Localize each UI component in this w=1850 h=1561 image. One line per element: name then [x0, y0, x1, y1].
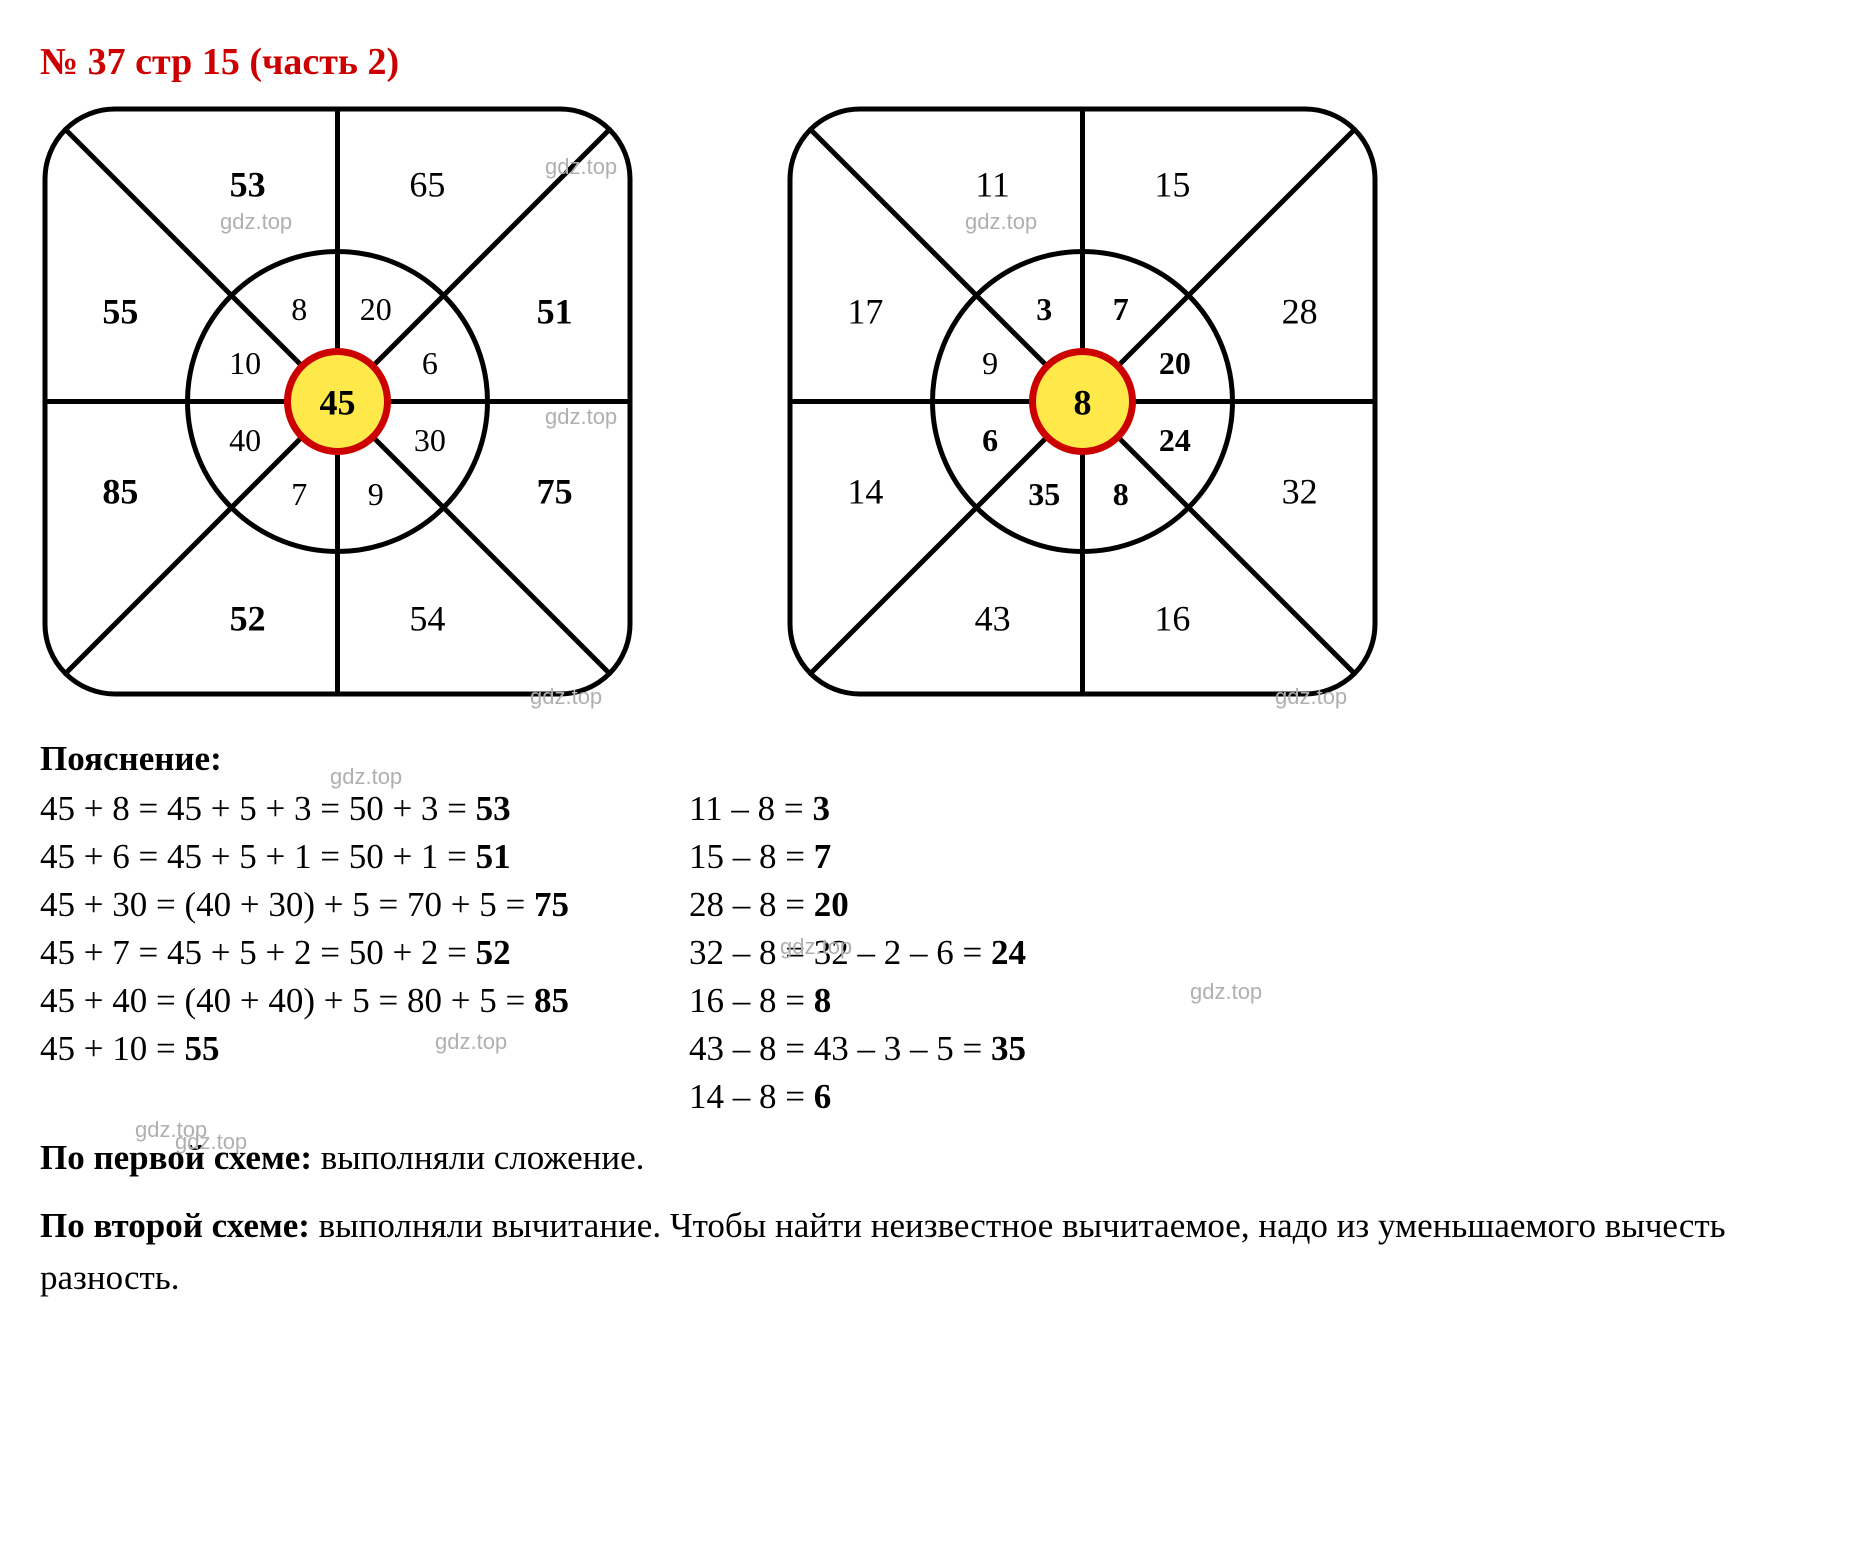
- calculations: 45 + 8 = 45 + 5 + 3 = 50 + 3 = 53 45 + 6 …: [40, 789, 1810, 1117]
- calc-line: 45 + 30 = (40 + 30) + 5 = 70 + 5 = 75: [40, 885, 569, 925]
- svg-text:24: 24: [1159, 422, 1191, 458]
- svg-text:32: 32: [1282, 471, 1318, 511]
- diagram-2-wrapper: 8311715202824328163543614917 gdz.top gdz…: [785, 104, 1380, 704]
- calc-line: 45 + 8 = 45 + 5 + 3 = 50 + 3 = 53: [40, 789, 569, 829]
- diagrams-row: 45 8 53 20 65 6 51 30 75 9 54 7 52 40 85 10 55 gdz.top g…: [40, 104, 1810, 704]
- calc-line: 11 – 8 = 3: [689, 789, 1026, 829]
- svg-text:85: 85: [102, 471, 138, 511]
- svg-text:43: 43: [975, 599, 1011, 639]
- watermark-icon: gdz.top: [530, 684, 602, 710]
- watermark-icon: gdz.top: [220, 209, 292, 235]
- calc-line: 43 – 8 = 43 – 3 – 5 = 35: [689, 1029, 1026, 1069]
- watermark-icon: gdz.top: [545, 404, 617, 430]
- diagram-2: 8 3 11 7 15 20 28 24 32 8 16 35 43 6 14 9 17: [785, 104, 1380, 699]
- watermark-icon: gdz.top: [780, 934, 852, 960]
- diagram-1: 45 8 53 20 65 6 51 30 75 9 54 7 52 40 85 10 55: [40, 104, 635, 699]
- calc-line: 14 – 8 = 6: [689, 1077, 1026, 1117]
- svg-text:45: 45: [320, 383, 356, 423]
- calc-line: 16 – 8 = 8: [689, 981, 1026, 1021]
- svg-text:20: 20: [1159, 345, 1191, 381]
- svg-text:30: 30: [414, 422, 446, 458]
- svg-text:15: 15: [1154, 164, 1190, 204]
- svg-text:17: 17: [847, 292, 883, 332]
- svg-text:40: 40: [229, 422, 261, 458]
- watermark-icon: gdz.top: [545, 154, 617, 180]
- watermark-icon: gdz.top: [435, 1029, 507, 1055]
- svg-text:7: 7: [1113, 291, 1129, 327]
- svg-text:54: 54: [409, 599, 445, 639]
- calc-line: 32 – 8 = 32 – 2 – 6 = 24: [689, 933, 1026, 973]
- svg-text:55: 55: [102, 292, 138, 332]
- page-title: № 37 стр 15 (часть 2): [40, 40, 1810, 84]
- watermark-icon: gdz.top: [1275, 684, 1347, 710]
- svg-text:9: 9: [982, 345, 998, 381]
- explanation-label: Пояснение:: [40, 739, 1810, 779]
- calc-column-left: 45 + 8 = 45 + 5 + 3 = 50 + 3 = 53 45 + 6 …: [40, 789, 569, 1117]
- scheme-summary: gdz.top По первой схеме: выполняли сложе…: [40, 1132, 1810, 1305]
- svg-text:8: 8: [1074, 383, 1092, 423]
- svg-text:10: 10: [229, 345, 261, 381]
- svg-text:8: 8: [291, 291, 307, 327]
- calc-line: 15 – 8 = 7: [689, 837, 1026, 877]
- svg-text:75: 75: [537, 471, 573, 511]
- svg-text:20: 20: [360, 291, 392, 327]
- calc-column-right: 11 – 8 = 3 15 – 8 = 7 28 – 8 = 20 32 – 8 = …: [689, 789, 1026, 1117]
- svg-text:9: 9: [368, 476, 384, 512]
- svg-text:65: 65: [409, 164, 445, 204]
- svg-text:6: 6: [422, 345, 438, 381]
- svg-text:52: 52: [230, 599, 266, 639]
- svg-text:8: 8: [1113, 476, 1129, 512]
- svg-text:35: 35: [1028, 476, 1060, 512]
- calc-line: 45 + 40 = (40 + 40) + 5 = 80 + 5 = 85: [40, 981, 569, 1021]
- calc-line: 45 + 7 = 45 + 5 + 2 = 50 + 2 = 52: [40, 933, 569, 973]
- svg-text:28: 28: [1282, 292, 1318, 332]
- scheme-line: По первой схеме: выполняли сложение.: [40, 1132, 1810, 1185]
- svg-text:14: 14: [847, 471, 883, 511]
- watermark-icon: gdz.top: [965, 209, 1037, 235]
- calc-line: 28 – 8 = 20: [689, 885, 1026, 925]
- watermark-icon: gdz.top: [1190, 979, 1262, 1005]
- svg-text:3: 3: [1036, 291, 1052, 327]
- svg-text:6: 6: [982, 422, 998, 458]
- svg-text:53: 53: [230, 164, 266, 204]
- scheme-line: По второй схеме: выполняли вычитание. Чт…: [40, 1200, 1810, 1305]
- watermark-icon: gdz.top: [330, 764, 402, 790]
- svg-text:16: 16: [1154, 599, 1190, 639]
- diagram-1-wrapper: 45 8 53 20 65 6 51 30 75 9 54 7 52 40 85 10 55 gdz.top g…: [40, 104, 635, 704]
- calc-line: 45 + 6 = 45 + 5 + 1 = 50 + 1 = 51: [40, 837, 569, 877]
- svg-text:51: 51: [537, 292, 573, 332]
- svg-text:11: 11: [975, 164, 1010, 204]
- svg-text:7: 7: [291, 476, 307, 512]
- watermark-icon: gdz.top: [135, 1117, 207, 1143]
